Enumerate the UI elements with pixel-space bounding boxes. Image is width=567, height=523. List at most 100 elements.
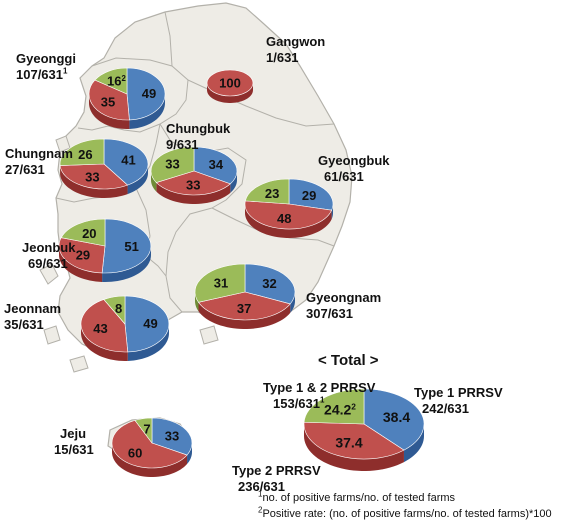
region-count: 27/631: [5, 162, 45, 177]
pie-slice-type1: [288, 178, 334, 211]
region-name: Chungnam: [5, 146, 73, 161]
region-label-chungbuk: Chungbuk 9/631: [166, 121, 230, 153]
pie-label-type1: 49: [142, 86, 156, 101]
pie-side-type1: [230, 171, 237, 193]
pie-gyeongnam: 32 37 31: [194, 263, 296, 329]
pie-label-type12: 24.22: [324, 401, 356, 417]
region-label-gangwon: Gangwon 1/631: [266, 34, 325, 66]
pie-chungbuk: 34 33 33: [150, 146, 238, 204]
pie-slice-type12: [303, 388, 365, 425]
island: [39, 263, 59, 285]
pie-side-type1: [187, 443, 192, 465]
type1-count: 242/631: [422, 401, 469, 416]
island: [43, 325, 61, 345]
region-name: Chungbuk: [166, 121, 231, 136]
pie-side-type2: [245, 204, 332, 238]
pie-slice-type1: [151, 417, 193, 456]
pie-label-type2: 48: [277, 211, 291, 226]
type12-name: Type 1 & 2 PRRSV: [263, 380, 376, 395]
pie-slice-type12: [194, 263, 246, 303]
region-count: 9/631: [166, 137, 199, 152]
footnote-mark: 2: [121, 74, 126, 83]
pie-slice-type1: [124, 295, 170, 353]
region-label-chungnam: Chungnam 27/631: [5, 146, 73, 178]
province-border: [165, 207, 213, 313]
region-name: Jeonnam: [4, 301, 62, 316]
footnote-mark: 1: [63, 66, 68, 76]
region-count: 35/631: [4, 317, 44, 332]
footnote-mark: 1: [320, 395, 325, 405]
province-border: [77, 57, 189, 133]
total-type12-label: Type 1 & 2 PRRSV 153/6311: [263, 380, 375, 412]
pie-slice-type1: [126, 67, 166, 121]
province-border: [164, 11, 173, 67]
pie-slice-type1: [244, 263, 296, 305]
island: [199, 325, 219, 345]
pie-gyeongbuk: 29 48 23: [244, 178, 334, 238]
region-label-jeju: Jeju 15/631: [54, 426, 94, 458]
pie-slice-type12: [150, 146, 195, 183]
pie-label-type12: 7: [143, 422, 150, 437]
pie-label-type12: 31: [214, 276, 228, 291]
pie-side-type2: [156, 182, 231, 204]
pie-slice-type2: [111, 420, 188, 469]
total-type1-label: Type 1 PRRSV 242/631: [414, 385, 503, 417]
pie-gangwon: 100: [206, 69, 254, 103]
pie-label-type2: 33: [186, 178, 200, 193]
pie-jeju: 33 607: [111, 417, 193, 477]
pie-side-type1: [127, 164, 148, 195]
pie-label-type12: 23: [265, 186, 279, 201]
pie-slice-type12: [103, 295, 126, 325]
pie-side-type1: [403, 424, 424, 463]
pie-side-type1: [102, 246, 151, 282]
pie-slice-type2: [198, 291, 291, 321]
pie-label-type1: 51: [124, 239, 138, 254]
region-name: Gyeonggi: [16, 51, 76, 66]
type2-name: Type 2 PRRSV: [232, 463, 321, 478]
region-label-jeonbuk: Jeonbuk 69/631: [22, 240, 75, 272]
region-count: 61/631: [324, 169, 364, 184]
pie-label-type1: 34: [209, 157, 224, 172]
footnote-1: 1no. of positive farms/no. of tested far…: [258, 490, 456, 505]
pie-label-type2: 60: [128, 446, 142, 461]
pie-chungnam: 41 33 26: [59, 138, 149, 198]
region-count: 107/631: [16, 67, 63, 82]
pie-side-type2: [198, 302, 291, 329]
pie-slice-type12: [134, 417, 153, 444]
footnote-mark: 2: [258, 505, 263, 515]
pie-slice-type12: [244, 178, 290, 205]
pie-side-type1: [290, 292, 295, 313]
pie-label-type2: 100: [219, 76, 241, 91]
pie-slice-type2: [244, 200, 333, 230]
pie-slice-type1: [101, 218, 152, 274]
pie-side-type2: [304, 424, 404, 471]
region-count: 69/631: [28, 256, 68, 271]
pie-side-type2: [112, 443, 188, 477]
footnote-text: no. of positive farms/no. of tested farm…: [262, 492, 456, 504]
region-count: 1/631: [266, 50, 299, 65]
pie-label-type1: 32: [262, 276, 276, 291]
pie-jeonnam: 49 43 8: [80, 295, 170, 361]
region-name: Gyeongbuk: [318, 153, 390, 168]
pie-label-type1: 41: [121, 153, 135, 168]
region-label-gyeongnam: Gyeongnam 307/631: [306, 290, 381, 322]
pie-slice-type12: [60, 218, 106, 247]
region-label-gyeongbuk: Gyeongbuk 61/631: [318, 153, 390, 185]
island: [69, 355, 89, 373]
pie-slice-type1: [363, 388, 425, 451]
pie-slice-type2: [59, 163, 129, 190]
pie-label-type1: 33: [165, 428, 179, 443]
region-name: Gangwon: [266, 34, 326, 49]
pie-slice-type2: [88, 79, 130, 121]
region-label-gyeonggi: Gyeonggi 107/6311: [16, 51, 76, 83]
pie-side-type12: [195, 292, 199, 312]
total-type2-label: Type 2 PRRSV 236/631: [232, 463, 321, 495]
pie-slice-type2: [80, 299, 129, 353]
pie-slice-type2: [303, 421, 405, 460]
pie-label-type2: 35: [101, 94, 115, 109]
pie-label-type12: 20: [82, 226, 96, 241]
pie-label-type1: 38.4: [383, 409, 410, 425]
pie-label-type2: 33: [85, 170, 99, 185]
